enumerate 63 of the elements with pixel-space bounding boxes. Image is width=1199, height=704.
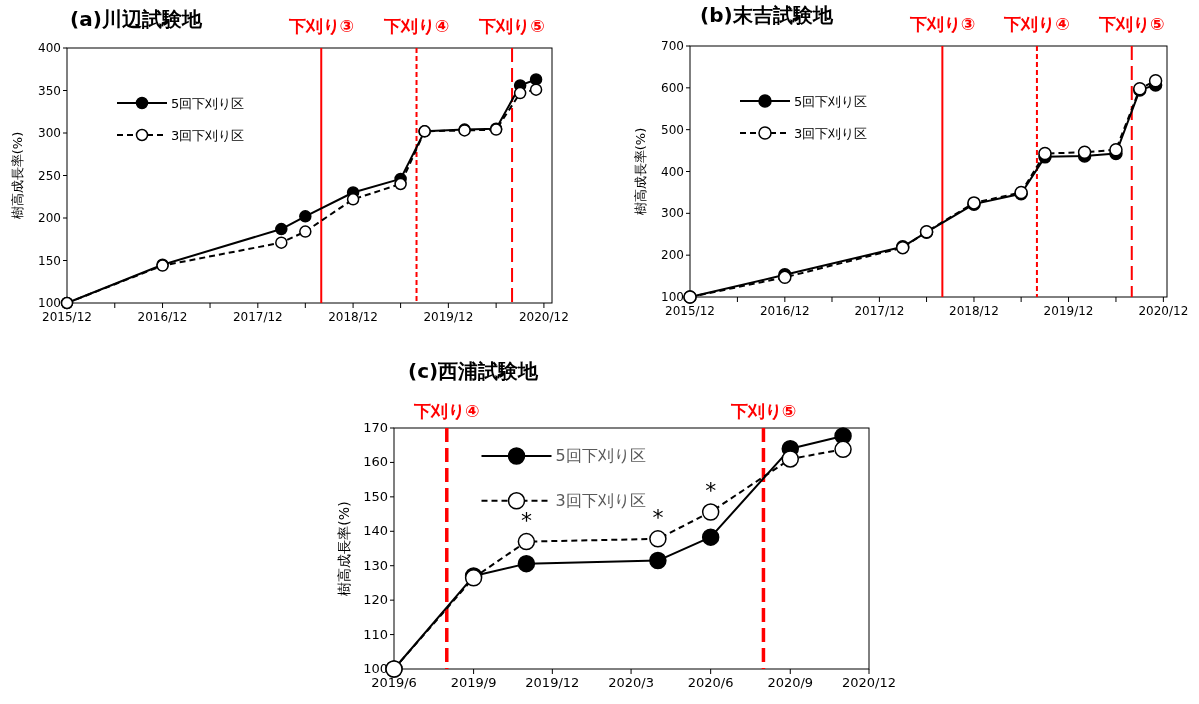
y-tick-label: 600 bbox=[661, 80, 684, 95]
x-tick-label: 2019/12 bbox=[1043, 304, 1094, 318]
ref-line-label: 下刈り⑤ bbox=[729, 401, 797, 421]
y-tick-label: 120 bbox=[363, 592, 388, 608]
legend-label: 3回下刈り区 bbox=[794, 126, 868, 141]
x-tick-label: 2019/6 bbox=[371, 675, 417, 690]
annotation: * bbox=[705, 478, 717, 504]
title: (c)西浦試験地 bbox=[408, 359, 539, 383]
x-tick-label: 2015/12 bbox=[665, 304, 715, 318]
ref-line-label: 下刈り③ bbox=[287, 16, 354, 36]
x-tick-label: 2016/12 bbox=[759, 304, 810, 318]
x-tick-label: 2017/12 bbox=[854, 304, 905, 318]
x-tick-label: 2019/12 bbox=[525, 675, 580, 690]
y-tick-label: 300 bbox=[38, 126, 61, 140]
x-tick-label: 2015/12 bbox=[42, 310, 92, 324]
x-tick-label: 2020/6 bbox=[687, 675, 734, 690]
legend-label: 3回下刈り区 bbox=[171, 128, 245, 143]
ref-line-label: 下刈り④ bbox=[413, 401, 480, 421]
y-tick-label: 700 bbox=[661, 39, 684, 53]
legend-label: 3回下刈り区 bbox=[555, 490, 646, 510]
ref-line-label: 下刈り③ bbox=[908, 14, 976, 34]
ref-line-label: 下刈り④ bbox=[1003, 14, 1070, 34]
ref-line-label: 下刈り④ bbox=[382, 16, 450, 36]
x-tick-label: 2020/9 bbox=[767, 675, 814, 690]
y-tick-label: 140 bbox=[363, 523, 388, 539]
x-tick-label: 2020/12 bbox=[1138, 304, 1189, 318]
x-tick-label: 2019/12 bbox=[423, 310, 474, 324]
ref-line-label: 下刈り⑤ bbox=[1098, 14, 1165, 34]
ref-line-label: 下刈り⑤ bbox=[478, 16, 545, 36]
y-tick-label: 250 bbox=[38, 168, 61, 183]
y-tick-label: 400 bbox=[661, 164, 684, 179]
x-tick-label: 2018/12 bbox=[328, 310, 379, 324]
y-tick-label: 150 bbox=[38, 253, 61, 268]
y-axis-title: 樹高成長率(%) bbox=[633, 127, 648, 216]
x-tick-label: 2019/9 bbox=[450, 675, 497, 690]
x-tick-label: 2017/12 bbox=[232, 310, 283, 324]
y-tick-label: 350 bbox=[38, 83, 61, 98]
title: (b)末吉試験地 bbox=[700, 3, 833, 27]
y-tick-label: 400 bbox=[38, 41, 61, 55]
y-tick-label: 130 bbox=[363, 557, 388, 573]
y-tick-label: 100 bbox=[38, 296, 61, 310]
legend-label: 5回下刈り区 bbox=[171, 96, 245, 111]
y-axis-title: 樹高成長率(%) bbox=[10, 131, 25, 220]
y-tick-label: 200 bbox=[661, 248, 684, 263]
legend-label: 5回下刈り区 bbox=[555, 446, 646, 465]
y-tick-label: 500 bbox=[661, 122, 684, 137]
x-tick-label: 2016/12 bbox=[137, 310, 188, 324]
y-tick-label: 170 bbox=[363, 420, 388, 435]
y-tick-label: 110 bbox=[363, 626, 388, 642]
x-tick-label: 2020/12 bbox=[841, 675, 897, 690]
y-tick-label: 200 bbox=[38, 211, 61, 225]
annotation: * bbox=[652, 504, 664, 530]
y-tick-label: 100 bbox=[661, 290, 684, 304]
x-tick-label: 2018/12 bbox=[949, 304, 999, 318]
annotation: * bbox=[520, 507, 532, 533]
x-tick-label: 2020/3 bbox=[608, 675, 654, 690]
y-axis-title: 樹高成長率(%) bbox=[336, 501, 352, 596]
x-tick-label: 2020/12 bbox=[518, 310, 569, 324]
title: (a)川辺試験地 bbox=[70, 7, 202, 31]
y-tick-label: 300 bbox=[661, 206, 684, 221]
y-tick-label: 150 bbox=[363, 488, 388, 504]
legend-label: 5回下刈り区 bbox=[794, 94, 868, 109]
y-tick-label: 160 bbox=[363, 454, 388, 470]
